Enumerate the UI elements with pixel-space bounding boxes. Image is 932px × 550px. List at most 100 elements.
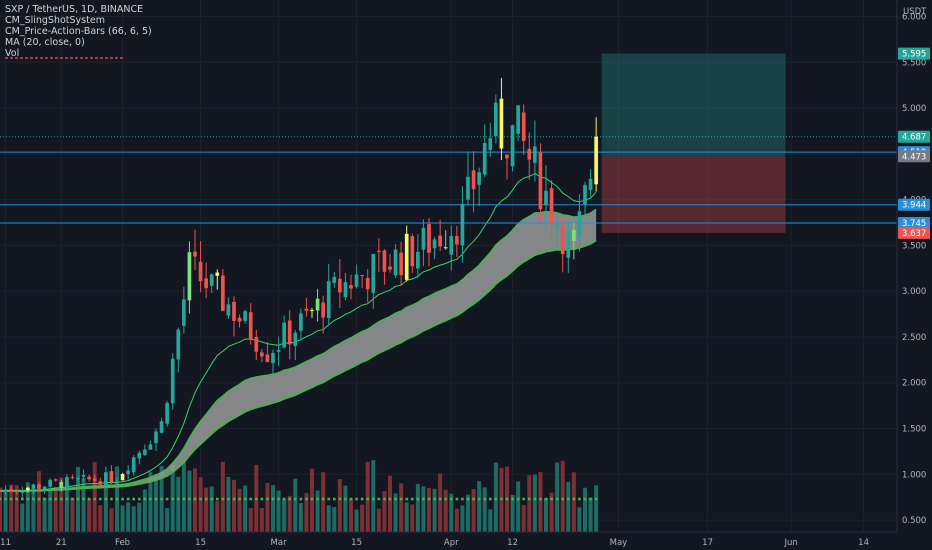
signal-dot (527, 497, 531, 501)
volume-bar (64, 487, 69, 532)
indicator-volume[interactable]: Vol (5, 48, 20, 59)
candle-body (193, 251, 197, 257)
candle-body (98, 481, 103, 485)
candle-body (332, 276, 337, 283)
signal-dot (26, 497, 30, 501)
candle-body (221, 275, 225, 311)
signal-dot (149, 497, 152, 501)
signal-dot (266, 497, 269, 501)
volume-bar (566, 481, 571, 532)
signal-dot (578, 497, 581, 501)
x-tick-label: 11 (0, 538, 11, 548)
signal-dot (0, 497, 2, 501)
candle-body (92, 478, 97, 481)
signal-dot (260, 497, 264, 501)
signal-dot (438, 497, 442, 501)
candle-body (538, 152, 543, 210)
signal-dot (477, 497, 481, 501)
slingshot-band (0, 209, 597, 491)
volume-bar (543, 498, 549, 532)
volume-bar (81, 477, 86, 532)
candle-body (48, 479, 52, 487)
candle-body (304, 308, 309, 311)
volume-bar (577, 507, 582, 532)
volume-bar (215, 501, 220, 532)
candle-body (299, 313, 303, 331)
signal-dot (171, 497, 175, 501)
candle-body (198, 261, 203, 282)
candle-body (360, 275, 364, 277)
candle-body (248, 312, 253, 340)
volume-bar (438, 473, 443, 532)
signal-dot (572, 497, 576, 501)
candle-body (109, 471, 114, 483)
signal-dot (455, 497, 459, 501)
y-axis-unit-label: USDT (903, 7, 927, 17)
candle-body (176, 329, 181, 360)
signal-dot (215, 497, 219, 501)
chart-legend: SXP / TetherUS, 1D, BINANCE CM_SlingShot… (5, 4, 152, 59)
y-tick-label: 5.500 (902, 58, 926, 68)
candle-body (533, 146, 537, 163)
signal-dot (483, 497, 487, 501)
signal-dot (355, 497, 358, 501)
volume-bar (120, 505, 125, 532)
indicator-slingshot[interactable]: CM_SlingShotSystem (5, 15, 105, 26)
signal-dot (594, 497, 598, 501)
candle-body (349, 285, 353, 289)
signal-dot (472, 497, 475, 501)
signal-dot (204, 497, 208, 501)
volume-bar (48, 489, 53, 532)
signal-dot (500, 497, 503, 501)
candle-body (65, 476, 69, 489)
signal-dot (494, 497, 498, 501)
x-tick-label: Jun (784, 538, 798, 548)
x-tick-label: 15 (351, 538, 362, 548)
y-tick-label: 3.000 (902, 287, 926, 297)
signal-dot (59, 497, 63, 501)
volume-bar (131, 506, 136, 532)
candle-body (377, 250, 381, 252)
volume-bar (42, 497, 47, 532)
candle-body (81, 474, 86, 477)
volume-bar (103, 486, 108, 532)
candle-body (70, 477, 75, 479)
volume-bar (237, 488, 242, 532)
volume-bar (87, 498, 92, 532)
volume-bar (382, 491, 387, 532)
volume-bar (421, 486, 426, 532)
volume-bar (142, 489, 147, 532)
signal-dot (227, 497, 230, 501)
candle-body (120, 474, 125, 481)
candle-body (53, 479, 58, 481)
signal-dot (65, 497, 69, 501)
volume-bar (521, 504, 526, 532)
signal-dot (371, 497, 375, 501)
indicator-moving-average[interactable]: MA (20, close, 0) (5, 37, 85, 48)
price-label-text: 3.637 (902, 229, 926, 239)
signal-dot (583, 497, 587, 501)
candle-body (310, 310, 314, 312)
volume-bar (187, 470, 192, 532)
signal-dot (193, 497, 197, 501)
volume-bar (415, 483, 420, 532)
price-label-box (898, 226, 930, 239)
volume-bar (354, 509, 359, 532)
volume-bar (98, 505, 103, 532)
volume-bar (20, 503, 25, 532)
candle-body (427, 224, 431, 253)
candle-body (338, 278, 342, 293)
volume-bar (209, 486, 214, 532)
candle-body (343, 282, 348, 298)
signal-dot (544, 497, 548, 501)
volume-bar (293, 478, 298, 532)
candle-body (154, 431, 158, 444)
symbol-title[interactable]: SXP / TetherUS, 1D, BINANCE (5, 4, 144, 15)
candle-body (410, 236, 415, 267)
candle-body (594, 136, 598, 185)
indicator-price-action-bars[interactable]: CM_Price-Action-Bars (66, 6, 5) (5, 26, 152, 37)
signal-dot (511, 497, 514, 501)
signal-dot (293, 497, 297, 501)
candle-body (577, 211, 582, 238)
